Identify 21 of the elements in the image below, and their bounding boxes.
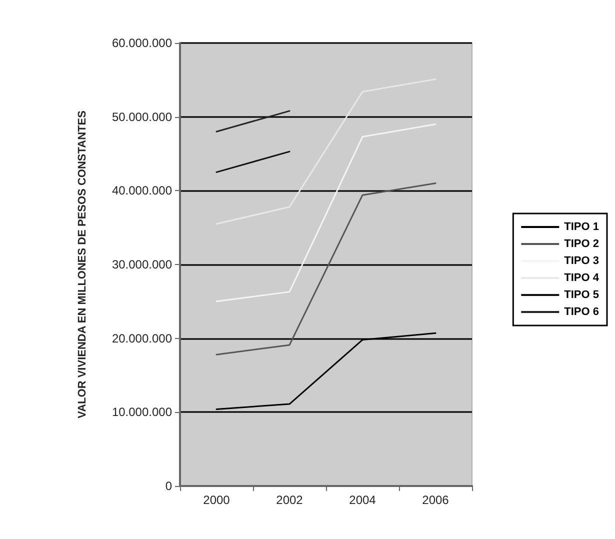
legend-label: TIPO 3 <box>564 255 599 267</box>
line-series <box>216 78 436 225</box>
y-tick-label: 10.000.000 <box>112 405 172 420</box>
y-tick-label: 30.000.000 <box>112 258 172 272</box>
y-tick-label: 50.000.000 <box>112 110 172 124</box>
legend-label: TIPO 2 <box>564 238 599 250</box>
legend-label: TIPO 5 <box>564 289 599 301</box>
x-tick-label: 2002 <box>276 493 304 507</box>
legend-label: TIPO 6 <box>564 306 599 318</box>
line-series <box>216 123 436 302</box>
x-tick-label: 2000 <box>203 493 230 507</box>
y-tick-label: 0 <box>165 479 172 493</box>
x-tick-label: 2004 <box>349 493 376 507</box>
y-axis-title: VALOR VIVIENDA EN MILLONES DE PESOS CONSTANTES <box>76 110 88 418</box>
x-tick-label: 2006 <box>422 493 450 507</box>
y-tick-label: 40.000.000 <box>112 184 172 198</box>
line-series <box>216 182 436 356</box>
legend-label: TIPO 4 <box>564 272 600 284</box>
y-tick-label: 20.000.000 <box>112 331 172 346</box>
legend-label: TIPO 1 <box>564 221 599 233</box>
y-tick-label: 60.000.000 <box>112 36 172 50</box>
